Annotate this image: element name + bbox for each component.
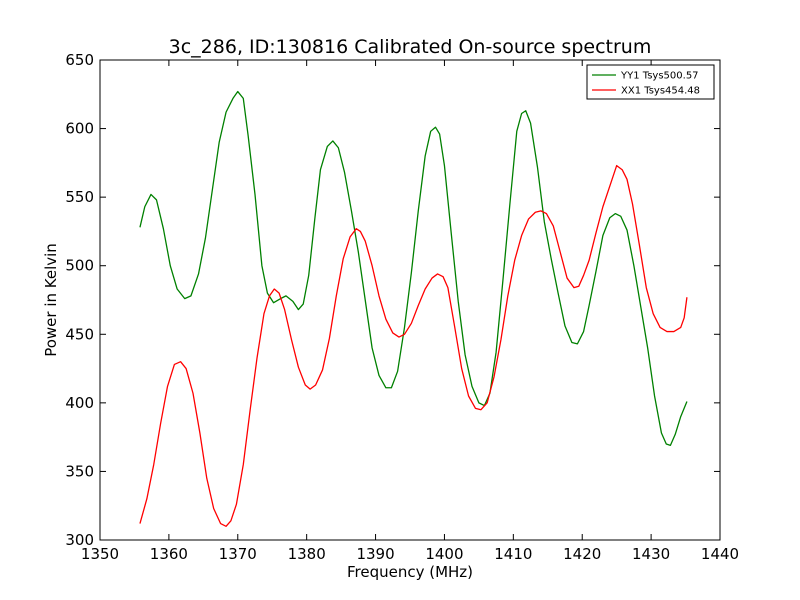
- x-tick-label: 1440: [701, 545, 739, 563]
- x-tick-label: 1420: [563, 545, 601, 563]
- plot-frame: [99, 59, 721, 541]
- series-layer: [139, 90, 688, 527]
- legend-box: [586, 64, 715, 100]
- x-tick-label: 1410: [494, 545, 532, 563]
- y-tick-label: 300: [65, 531, 94, 549]
- x-tick-label: 1430: [632, 545, 670, 563]
- legend-label-yy1: YY1 Tsys500.57: [620, 71, 699, 82]
- x-tick-label: 1360: [150, 545, 188, 563]
- x-tick-label: 1350: [81, 545, 119, 563]
- legend: YY1 Tsys500.57 XX1 Tsys454.48: [586, 64, 715, 100]
- x-tick-label: 1380: [288, 545, 326, 563]
- y-tick-label: 450: [65, 325, 94, 343]
- x-tick-label: 1400: [425, 545, 463, 563]
- x-axis-label: Frequency (MHz): [347, 563, 473, 581]
- x-tick-label: 1370: [219, 545, 257, 563]
- y-tick-label: 500: [65, 257, 94, 275]
- y-axis-ticks: 300 350 400 450 500 550 600 650: [65, 51, 720, 549]
- y-tick-label: 350: [65, 462, 94, 480]
- y-tick-label: 650: [65, 51, 94, 69]
- series-line-0: [139, 90, 688, 447]
- chart-title: 3c_286, ID:130816 Calibrated On-source s…: [169, 36, 652, 58]
- y-axis-label: Power in Kelvin: [42, 243, 60, 357]
- x-axis-ticks: 1350 1360 1370 1380 1390 1400 1410 1420 1430 1440: [81, 60, 739, 563]
- plot-area: [100, 60, 720, 540]
- y-tick-label: 600: [65, 120, 94, 138]
- legend-label-xx1: XX1 Tsys454.48: [621, 86, 700, 97]
- y-tick-label: 550: [65, 188, 94, 206]
- x-tick-label: 1390: [356, 545, 394, 563]
- y-tick-label: 400: [65, 394, 94, 412]
- series-line-1: [139, 164, 688, 527]
